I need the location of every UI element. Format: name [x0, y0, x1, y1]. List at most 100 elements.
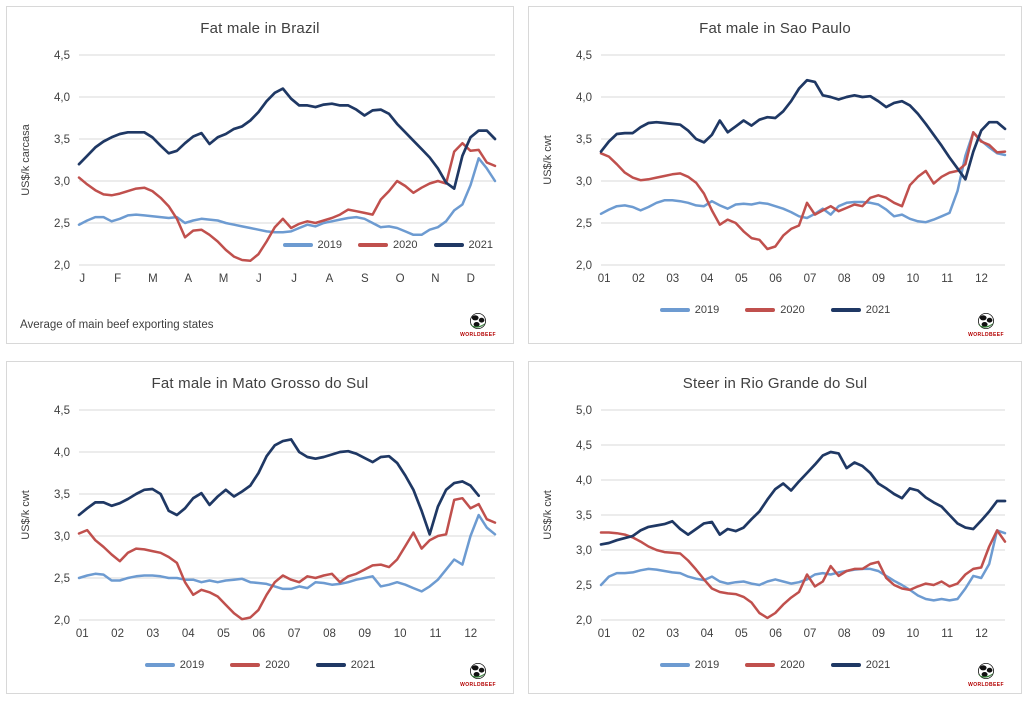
y-tick-label: 4,0 — [576, 92, 592, 104]
y-tick-label: 3,0 — [54, 176, 70, 188]
y-tick-label: 4,5 — [54, 50, 70, 62]
logo-text: WORLDBEEF — [968, 682, 1004, 688]
legend-swatch-2021 — [830, 308, 861, 312]
legend-swatch-2019 — [282, 243, 313, 247]
chart-area: US$/k cwt 4,5 4,0 3,5 3,0 2,5 2,0 01 02 03 04 05 06 0… — [15, 398, 509, 650]
legend-label: 2019 — [694, 304, 720, 316]
y-tick-label: 3,5 — [576, 510, 592, 522]
legend-label: 2020 — [265, 659, 290, 671]
y-axis-title: US$/k cwt — [542, 490, 554, 540]
x-tick-label: 11 — [429, 628, 441, 640]
x-tick-label: 01 — [598, 273, 611, 285]
chart-title: Steer in Rio Grande do Sul — [682, 375, 868, 392]
legend: 2019 2020 2021 — [529, 304, 1021, 316]
legend-swatch-2019 — [659, 308, 690, 312]
series-line-2019 — [599, 529, 1007, 602]
legend-swatch-2021 — [830, 663, 861, 667]
x-tick-label: 09 — [872, 628, 885, 640]
y-tick-label: 3,5 — [54, 489, 70, 501]
x-tick-label: 07 — [288, 628, 301, 640]
series-line-2020 — [599, 131, 1007, 251]
legend-label: 2021 — [865, 659, 891, 671]
x-tick-label: 12 — [464, 628, 477, 640]
legend-item-2021: 2021 — [830, 304, 890, 316]
series-line-2021 — [77, 87, 497, 190]
legend-swatch-2019 — [659, 663, 690, 667]
legend-item-2020: 2020 — [745, 659, 805, 671]
y-tick-label: 4,0 — [54, 447, 70, 459]
line-chart: US$/k carcasa 4,5 4,0 3,5 3,0 2,5 2,0 J F M A M J J A S… — [20, 50, 497, 285]
x-tick-label: D — [467, 273, 475, 285]
x-tick-label: 08 — [323, 628, 336, 640]
legend-item-2021: 2021 — [433, 239, 493, 251]
chart-area: US$/k carcasa 4,5 4,0 3,5 3,0 2,5 2,0 J F M A M J J A S… — [15, 43, 509, 295]
chart-title: Fat male in Brazil — [200, 20, 320, 37]
series-line-2019 — [77, 513, 497, 593]
globe-icon — [978, 663, 994, 679]
y-tick-label: 3,5 — [54, 134, 70, 146]
legend-item-2021: 2021 — [830, 659, 891, 671]
x-tick-label: 10 — [906, 628, 919, 640]
legend-swatch-2021 — [315, 663, 346, 667]
y-tick-label: 2,5 — [54, 218, 70, 230]
y-tick-label: 2,0 — [54, 260, 70, 272]
x-tick-label: O — [396, 273, 405, 285]
legend: 2019 2020 2021 — [282, 239, 493, 251]
series-line-2020 — [77, 496, 497, 621]
x-tick-label: 08 — [838, 273, 851, 285]
x-tick-label: 07 — [804, 628, 817, 640]
logo-text: WORLDBEEF — [460, 332, 496, 338]
chart-panel-sao-paulo: Fat male in Sao Paulo US$/k cwt 4,5 4,0 3,5… — [528, 6, 1022, 344]
x-tick-label: 10 — [394, 628, 407, 640]
series-line-2021 — [77, 438, 481, 536]
y-tick-label: 2,5 — [54, 573, 70, 585]
x-tick-label: A — [184, 273, 192, 285]
y-axis-title: US$/k cwt — [542, 135, 554, 185]
worldbeef-logo: WORLDBEEF — [963, 312, 1009, 338]
y-tick-label: 4,5 — [54, 405, 70, 417]
series-line-2019 — [77, 157, 497, 237]
y-tick-label: 2,0 — [576, 615, 592, 627]
chart-area: US$/k cwt 5,0 4,5 4,0 3,5 3,0 2,5 2,0 01 02 03 04 05… — [537, 398, 1017, 650]
legend-label: 2019 — [179, 659, 205, 671]
legend-swatch-2020 — [745, 663, 776, 667]
legend-item-2019: 2019 — [659, 304, 720, 316]
legend-label: 2020 — [780, 304, 805, 316]
x-tick-label: J — [79, 273, 85, 285]
y-tick-label: 3,5 — [576, 134, 592, 146]
x-tick-label: S — [361, 273, 369, 285]
y-tick-label: 2,5 — [576, 218, 592, 230]
x-tick-label: 06 — [769, 273, 782, 285]
legend-item-2020: 2020 — [230, 659, 290, 671]
chart-title: Fat male in Sao Paulo — [699, 20, 851, 37]
x-tick-label: 02 — [632, 273, 645, 285]
y-axis-title: US$/k cwt — [20, 490, 32, 540]
x-tick-label: 05 — [735, 273, 748, 285]
x-tick-label: M — [219, 273, 229, 285]
y-tick-label: 5,0 — [576, 405, 592, 417]
legend-label: 2021 — [468, 239, 493, 251]
x-tick-label: 07 — [804, 273, 817, 285]
x-tick-label: 01 — [76, 628, 89, 640]
legend-label: 2019 — [317, 239, 343, 251]
y-tick-label: 3,0 — [576, 176, 592, 188]
x-tick-label: 03 — [666, 273, 679, 285]
x-tick-label: F — [114, 273, 121, 285]
charts-grid: Fat male in Brazil US$/k carcasa 4,5 4,0 3,… — [6, 6, 1022, 694]
x-tick-label: 12 — [975, 273, 988, 285]
legend-swatch-2020 — [358, 243, 389, 247]
legend-swatch-2021 — [433, 243, 464, 247]
legend-item-2019: 2019 — [659, 659, 719, 671]
y-tick-label: 4,0 — [576, 475, 592, 487]
logo-text: WORLDBEEF — [968, 332, 1004, 338]
chart-panel-rio-grande-do-sul: Steer in Rio Grande do Sul US$/k cwt 5,0 4… — [528, 361, 1022, 694]
chart-area: US$/k cwt 4,5 4,0 3,5 3,0 2,5 2,0 01 02 03 04 05 06 0… — [537, 43, 1017, 295]
chart-title: Fat male in Mato Grosso do Sul — [151, 375, 369, 392]
line-chart: US$/k cwt 4,5 4,0 3,5 3,0 2,5 2,0 01 02 03 04 05 06 0… — [542, 50, 1007, 285]
worldbeef-logo: WORLDBEEF — [455, 312, 501, 338]
legend-item-2019: 2019 — [144, 659, 205, 671]
y-tick-label: 2,5 — [576, 580, 592, 592]
legend-label: 2020 — [780, 659, 805, 671]
line-chart: US$/k cwt 5,0 4,5 4,0 3,5 3,0 2,5 2,0 01 02 03 04 05… — [542, 405, 1007, 640]
x-tick-label: 03 — [147, 628, 160, 640]
